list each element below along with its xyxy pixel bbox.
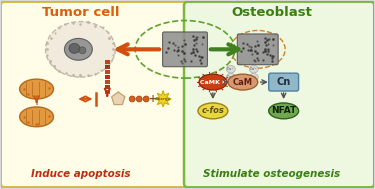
Ellipse shape [64,38,92,60]
Text: Osteoblast: Osteoblast [231,6,312,19]
Ellipse shape [198,103,228,119]
Ellipse shape [136,96,142,102]
Ellipse shape [143,96,149,102]
Ellipse shape [69,43,80,53]
Text: Energy: Energy [156,97,171,101]
Text: Cn: Cn [276,77,291,87]
FancyBboxPatch shape [184,2,374,187]
Ellipse shape [249,73,258,81]
Text: Stimulate osteogenesis: Stimulate osteogenesis [203,169,340,179]
Bar [105,75,110,79]
Text: Tumor cell: Tumor cell [42,6,119,19]
Text: c-fos: c-fos [201,106,224,115]
Text: Ca$^{2+}$: Ca$^{2+}$ [249,73,258,81]
Bar [105,85,110,89]
Ellipse shape [226,65,236,73]
Text: Ca$^{2+}$: Ca$^{2+}$ [226,73,236,81]
Bar [105,65,110,69]
Ellipse shape [226,73,236,81]
FancyBboxPatch shape [237,34,278,65]
Bar [105,90,110,94]
Bar [105,70,110,74]
Ellipse shape [199,74,227,90]
Text: NFAT: NFAT [271,106,296,115]
Text: Ca$^{2+}$: Ca$^{2+}$ [226,65,236,73]
Polygon shape [155,91,171,107]
Ellipse shape [79,47,86,54]
Bar [105,60,110,64]
Ellipse shape [228,74,258,90]
Ellipse shape [45,22,115,77]
FancyBboxPatch shape [269,73,298,91]
Ellipse shape [129,96,135,102]
Text: CaM: CaM [233,78,253,87]
Ellipse shape [249,65,258,73]
Text: CaMK II: CaMK II [200,80,226,85]
Text: +: + [149,94,157,104]
Ellipse shape [20,79,54,99]
Text: Induce apoptosis: Induce apoptosis [31,169,130,179]
Polygon shape [112,92,125,105]
Ellipse shape [20,107,54,127]
Bar [105,80,110,84]
FancyBboxPatch shape [1,2,188,187]
Ellipse shape [269,103,298,119]
Text: Ca$^{2+}$: Ca$^{2+}$ [249,65,258,73]
FancyBboxPatch shape [163,32,207,67]
